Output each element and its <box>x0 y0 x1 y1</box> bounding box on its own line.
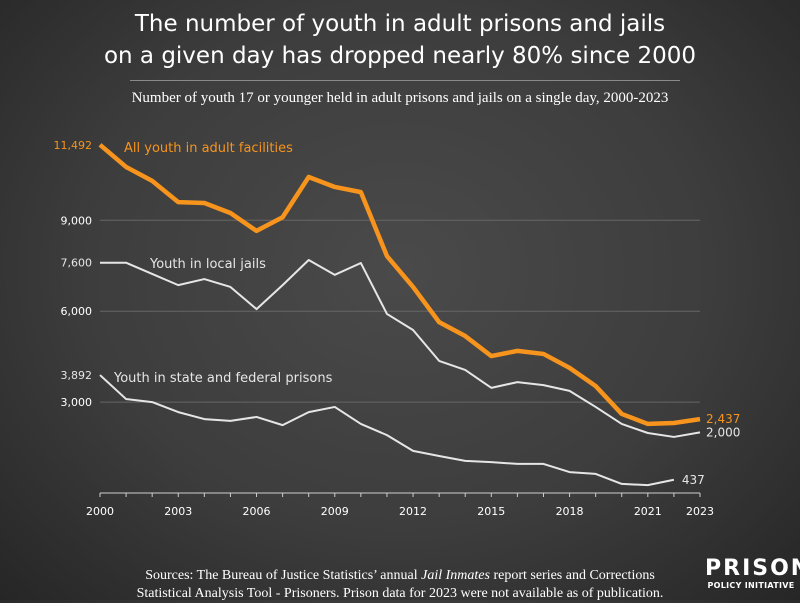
prison-policy-initiative-logo: PRISON POLICY INITIATIVE <box>705 557 797 590</box>
sources-italic: Jail Inmates <box>421 568 490 583</box>
x-tick-label: 2006 <box>243 505 271 518</box>
x-tick-label: 2012 <box>399 505 427 518</box>
start-value-label: 3,892 <box>61 369 93 382</box>
x-tick-label: 2009 <box>321 505 349 518</box>
x-tick-label: 2000 <box>86 505 114 518</box>
start-value-label: 11,492 <box>54 139 93 152</box>
y-tick-label: 6,000 <box>61 305 93 318</box>
logo-subtext: POLICY INITIATIVE <box>705 581 797 590</box>
x-tick-label: 2023 <box>686 505 714 518</box>
logo-text: PRISON <box>705 557 797 581</box>
end-value-label: 437 <box>682 473 705 487</box>
x-tick-label: 2021 <box>634 505 662 518</box>
series-name-label: Youth in state and federal prisons <box>113 371 333 386</box>
sources-text-2: report series and Corrections <box>490 568 655 583</box>
series-line-local-jails <box>100 260 700 437</box>
x-tick-label: 2003 <box>164 505 192 518</box>
x-tick-label: 2018 <box>556 505 584 518</box>
sources-note: Sources: The Bureau of Justice Statistic… <box>100 567 700 603</box>
x-tick-label: 2015 <box>477 505 505 518</box>
series-name-label: All youth in adult facilities <box>124 141 293 156</box>
start-value-label: 7,600 <box>61 257 93 270</box>
end-value-label: 2,000 <box>706 425 740 439</box>
series-line-state-federal-prisons <box>100 375 674 485</box>
sources-text-3: Statistical Analysis Tool - Prisoners. P… <box>100 585 700 603</box>
sources-text-1: Sources: The Bureau of Justice Statistic… <box>145 568 421 583</box>
y-tick-label: 9,000 <box>61 214 93 227</box>
end-value-label: 2,437 <box>706 412 740 426</box>
series-name-label: Youth in local jails <box>149 257 266 272</box>
y-tick-label: 3,000 <box>61 396 93 409</box>
